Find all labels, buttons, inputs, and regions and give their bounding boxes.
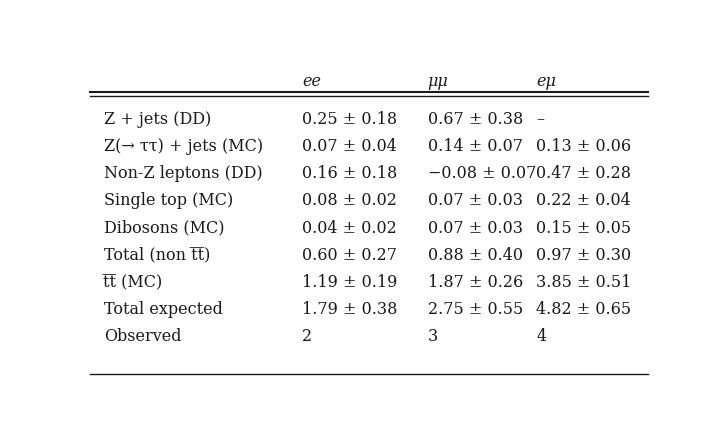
Text: 0.07 ± 0.03: 0.07 ± 0.03 <box>428 220 523 237</box>
Text: 1.87 ± 0.26: 1.87 ± 0.26 <box>428 274 523 291</box>
Text: 0.13 ± 0.06: 0.13 ± 0.06 <box>536 138 631 155</box>
Text: 1.79 ± 0.38: 1.79 ± 0.38 <box>302 301 397 318</box>
Text: 0.08 ± 0.02: 0.08 ± 0.02 <box>302 193 397 209</box>
Text: 2: 2 <box>302 328 312 345</box>
Text: –: – <box>536 111 544 128</box>
Text: −0.08 ± 0.07: −0.08 ± 0.07 <box>428 165 536 182</box>
Text: 0.67 ± 0.38: 0.67 ± 0.38 <box>428 111 523 128</box>
Text: 3.85 ± 0.51: 3.85 ± 0.51 <box>536 274 631 291</box>
Text: 0.22 ± 0.04: 0.22 ± 0.04 <box>536 193 631 209</box>
Text: 0.16 ± 0.18: 0.16 ± 0.18 <box>302 165 397 182</box>
Text: 0.14 ± 0.07: 0.14 ± 0.07 <box>428 138 523 155</box>
Text: 0.04 ± 0.02: 0.04 ± 0.02 <box>302 220 397 237</box>
Text: 0.15 ± 0.05: 0.15 ± 0.05 <box>536 220 631 237</box>
Text: Non-Z leptons (DD): Non-Z leptons (DD) <box>104 165 263 182</box>
Text: eμ: eμ <box>536 73 557 90</box>
Text: 2.75 ± 0.55: 2.75 ± 0.55 <box>428 301 523 318</box>
Text: t̅t̅ (MC): t̅t̅ (MC) <box>104 274 163 291</box>
Text: Z + jets (DD): Z + jets (DD) <box>104 111 211 128</box>
Text: 0.07 ± 0.03: 0.07 ± 0.03 <box>428 193 523 209</box>
Text: 0.97 ± 0.30: 0.97 ± 0.30 <box>536 247 631 264</box>
Text: Z(→ ττ) + jets (MC): Z(→ ττ) + jets (MC) <box>104 138 263 155</box>
Text: ee: ee <box>302 73 321 90</box>
Text: 4: 4 <box>536 328 546 345</box>
Text: μμ: μμ <box>428 73 449 90</box>
Text: 0.88 ± 0.40: 0.88 ± 0.40 <box>428 247 523 264</box>
Text: Dibosons (MC): Dibosons (MC) <box>104 220 225 237</box>
Text: 3: 3 <box>428 328 438 345</box>
Text: Total (non t̅t̅): Total (non t̅t̅) <box>104 247 210 264</box>
Text: 0.07 ± 0.04: 0.07 ± 0.04 <box>302 138 397 155</box>
Text: 0.25 ± 0.18: 0.25 ± 0.18 <box>302 111 397 128</box>
Text: 4.82 ± 0.65: 4.82 ± 0.65 <box>536 301 631 318</box>
Text: 0.47 ± 0.28: 0.47 ± 0.28 <box>536 165 631 182</box>
Text: Total expected: Total expected <box>104 301 222 318</box>
Text: Observed: Observed <box>104 328 181 345</box>
Text: 0.60 ± 0.27: 0.60 ± 0.27 <box>302 247 397 264</box>
Text: 1.19 ± 0.19: 1.19 ± 0.19 <box>302 274 397 291</box>
Text: Single top (MC): Single top (MC) <box>104 193 233 209</box>
